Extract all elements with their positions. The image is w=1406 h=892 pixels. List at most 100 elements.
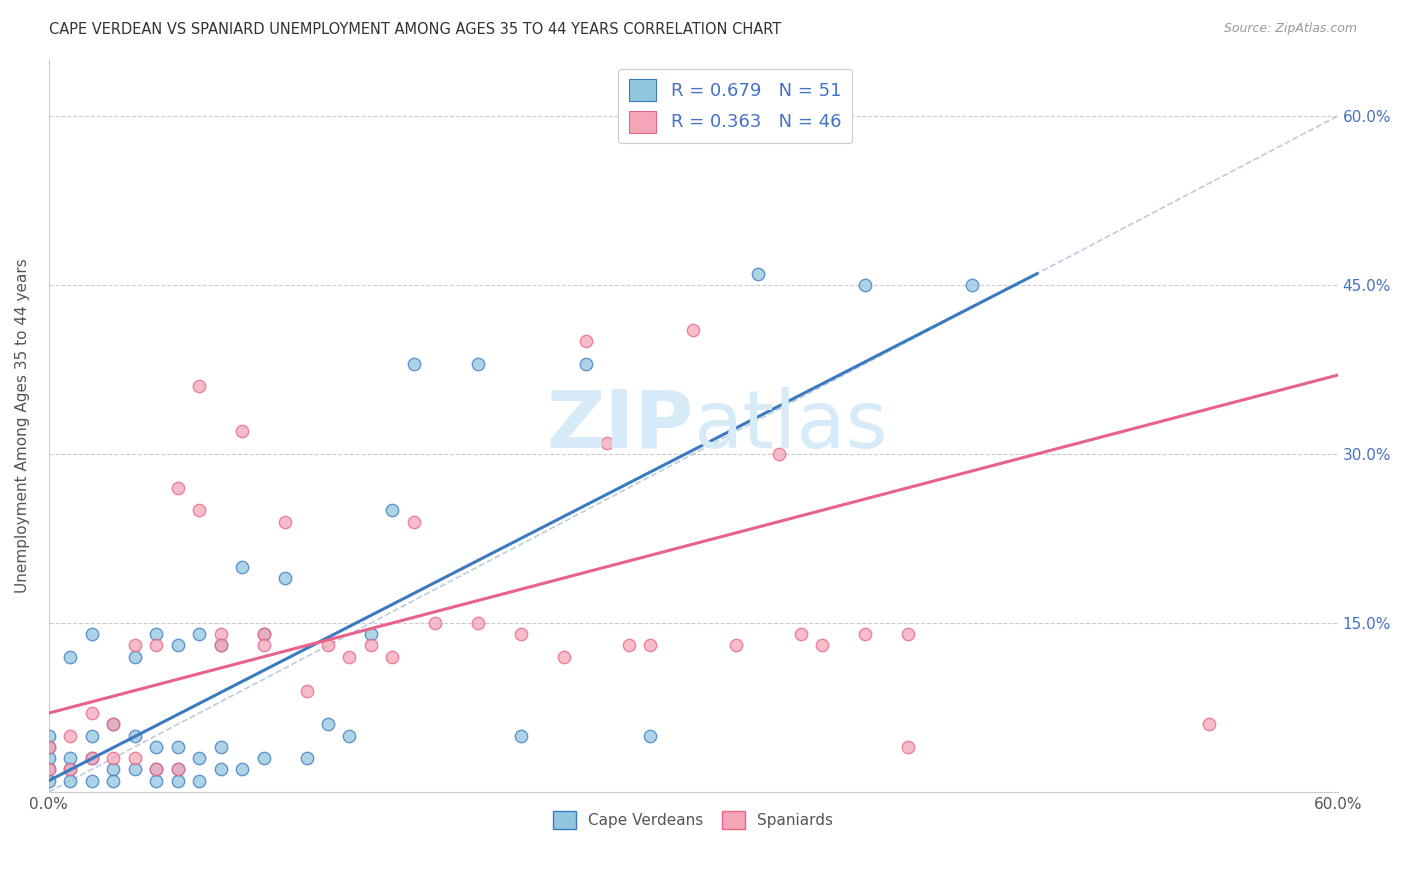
Point [339, 729, 361, 743]
Point [467, 615, 489, 630]
Point [103, 763, 125, 777]
Point [59, 763, 82, 777]
Point [853, 277, 876, 292]
Point [553, 649, 575, 664]
Point [897, 739, 920, 754]
Point [402, 515, 425, 529]
Point [339, 649, 361, 664]
Point [209, 639, 232, 653]
Point [188, 627, 211, 641]
Point [747, 267, 769, 281]
Point [638, 729, 661, 743]
Point [166, 763, 188, 777]
Point [38, 739, 60, 754]
Point [38, 739, 60, 754]
Point [80, 751, 103, 765]
Point [510, 627, 533, 641]
Point [59, 751, 82, 765]
Point [638, 639, 661, 653]
Point [209, 739, 232, 754]
Point [231, 763, 253, 777]
Point [124, 751, 146, 765]
Point [231, 425, 253, 439]
Point [295, 751, 318, 765]
Point [381, 649, 404, 664]
Point [188, 379, 211, 393]
Point [59, 763, 82, 777]
Point [425, 615, 447, 630]
Point [80, 751, 103, 765]
Point [188, 773, 211, 788]
Point [59, 729, 82, 743]
Point [295, 683, 318, 698]
Legend: Cape Verdeans, Spaniards: Cape Verdeans, Spaniards [547, 805, 839, 836]
Point [596, 435, 619, 450]
Point [38, 773, 60, 788]
Point [124, 639, 146, 653]
Point [638, 75, 661, 89]
Point [38, 763, 60, 777]
Point [80, 706, 103, 720]
Point [768, 447, 790, 461]
Point [103, 773, 125, 788]
Point [80, 627, 103, 641]
Point [209, 639, 232, 653]
Text: CAPE VERDEAN VS SPANIARD UNEMPLOYMENT AMONG AGES 35 TO 44 YEARS CORRELATION CHAR: CAPE VERDEAN VS SPANIARD UNEMPLOYMENT AM… [49, 22, 782, 37]
Point [381, 503, 404, 517]
Point [617, 639, 640, 653]
Point [166, 773, 188, 788]
Point [38, 751, 60, 765]
Point [575, 357, 598, 371]
Point [725, 639, 748, 653]
Point [103, 717, 125, 731]
Point [1198, 717, 1220, 731]
Point [145, 763, 167, 777]
Point [124, 763, 146, 777]
Point [124, 729, 146, 743]
Point [252, 639, 274, 653]
Point [38, 729, 60, 743]
Point [80, 773, 103, 788]
Point [188, 751, 211, 765]
Point [145, 739, 167, 754]
Text: atlas: atlas [693, 387, 887, 465]
Point [59, 649, 82, 664]
Point [811, 639, 834, 653]
Point [145, 773, 167, 788]
Point [360, 639, 382, 653]
Point [274, 571, 297, 585]
Point [962, 277, 984, 292]
Point [510, 729, 533, 743]
Point [316, 639, 339, 653]
Point [124, 649, 146, 664]
Point [575, 334, 598, 349]
Point [402, 357, 425, 371]
Point [252, 627, 274, 641]
Y-axis label: Unemployment Among Ages 35 to 44 years: Unemployment Among Ages 35 to 44 years [15, 259, 30, 593]
Point [166, 639, 188, 653]
Point [209, 627, 232, 641]
Point [231, 559, 253, 574]
Point [59, 773, 82, 788]
Point [188, 503, 211, 517]
Point [103, 717, 125, 731]
Point [38, 763, 60, 777]
Point [467, 357, 489, 371]
Point [209, 763, 232, 777]
Point [145, 639, 167, 653]
Point [166, 481, 188, 495]
Point [789, 627, 811, 641]
Point [80, 729, 103, 743]
Point [316, 717, 339, 731]
Text: Source: ZipAtlas.com: Source: ZipAtlas.com [1223, 22, 1357, 36]
Point [252, 627, 274, 641]
Point [252, 751, 274, 765]
Point [853, 627, 876, 641]
Point [897, 627, 920, 641]
Point [145, 763, 167, 777]
Point [360, 627, 382, 641]
Point [166, 739, 188, 754]
Point [103, 751, 125, 765]
Text: ZIP: ZIP [546, 387, 693, 465]
Point [274, 515, 297, 529]
